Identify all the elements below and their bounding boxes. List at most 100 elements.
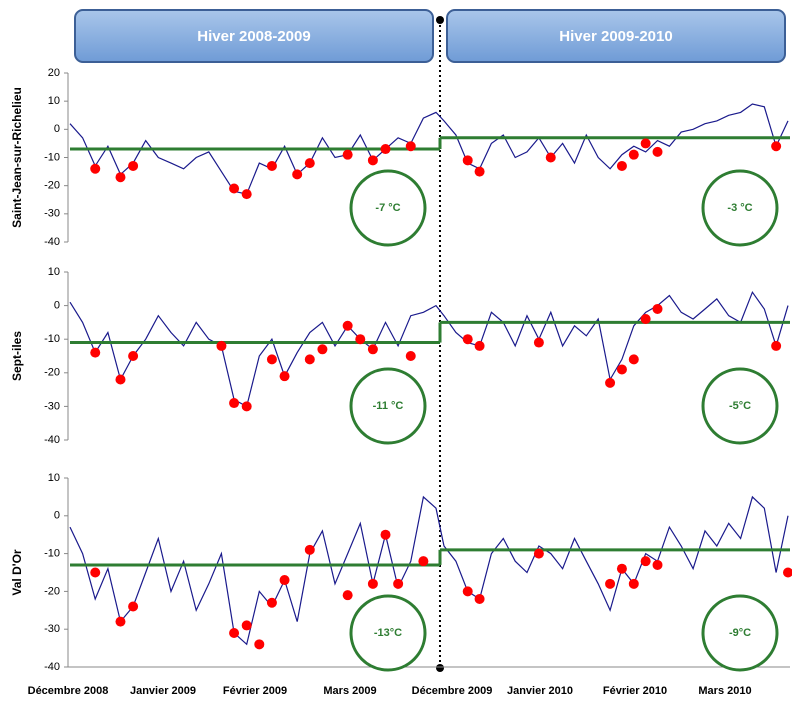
cold-day-dot (545, 152, 556, 163)
cold-day-dot (241, 620, 252, 631)
cold-day-dot (783, 567, 792, 578)
temperature-line (69, 103, 789, 195)
cold-day-dot (533, 337, 544, 348)
cold-day-dot (605, 377, 616, 388)
x-tick-label: Janvier 2009 (130, 685, 196, 697)
cold-day-dot (474, 340, 485, 351)
cold-day-dot (462, 155, 473, 166)
cold-day-dot (115, 616, 126, 627)
divider-end (436, 664, 444, 672)
cold-day-dot (405, 351, 416, 361)
cold-day-dot (90, 163, 101, 174)
cold-day-dot (367, 344, 378, 355)
cold-day-dot (462, 586, 473, 597)
y-tick-label: -30 (44, 208, 60, 220)
mean-label: -11 °C (373, 400, 404, 412)
x-tick-label: Février 2009 (223, 685, 287, 697)
cold-day-dot (628, 354, 639, 365)
y-tick-label: -10 (44, 151, 60, 163)
header-title: Hiver 2008-2009 (197, 28, 310, 45)
cold-day-dot (628, 578, 639, 589)
mean-circle (701, 169, 779, 247)
cold-day-dot (292, 169, 303, 180)
cold-day-dot (304, 544, 315, 555)
mean-label: -3 °C (727, 202, 752, 214)
cold-day-dot (317, 344, 328, 355)
cold-day-dot (771, 141, 782, 152)
x-tick-label: Janvier 2010 (507, 685, 573, 697)
cold-day-dot (616, 563, 627, 574)
y-tick-label: 20 (48, 67, 60, 79)
x-tick-label: Décembre 2008 (28, 685, 109, 697)
cold-day-dot (216, 340, 227, 351)
cold-day-dot (229, 398, 240, 409)
cold-day-dot (90, 347, 101, 358)
y-tick-label: -40 (44, 434, 60, 446)
cold-day-dot (616, 364, 627, 375)
mean-circle (349, 169, 427, 247)
y-tick-label: 0 (54, 510, 60, 522)
y-tick-label: -10 (44, 548, 60, 560)
divider-end (436, 16, 444, 24)
cold-day-dot (380, 144, 391, 155)
cold-day-dot (355, 334, 366, 345)
y-tick-label: -30 (44, 623, 60, 635)
cold-day-dot (304, 158, 315, 169)
cold-day-dot (128, 160, 139, 171)
cold-day-dot (266, 354, 277, 365)
y-tick-label: 0 (54, 300, 60, 312)
temperature-line (69, 290, 789, 408)
x-tick-label: Mars 2009 (323, 685, 376, 697)
cold-day-dot (342, 149, 353, 160)
y-axis-label: Val D'Or (10, 549, 24, 596)
cold-day-dot (342, 320, 353, 331)
cold-day-dot (90, 567, 101, 578)
cold-day-dot (241, 401, 252, 412)
y-tick-label: -20 (44, 367, 60, 379)
cold-day-dot (266, 160, 277, 171)
cold-day-dot (616, 160, 627, 171)
cold-day-dot (241, 189, 252, 200)
cold-day-dot (367, 155, 378, 166)
mean-label: -5°C (729, 400, 751, 412)
cold-day-dot (304, 354, 315, 365)
cold-day-dot (367, 578, 378, 589)
cold-day-dot (380, 529, 391, 540)
y-tick-label: -30 (44, 400, 60, 412)
cold-day-dot (279, 371, 290, 382)
cold-day-dot (605, 578, 616, 589)
mean-label: -13°C (374, 627, 402, 639)
cold-day-dot (640, 314, 651, 325)
cold-day-dot (229, 183, 240, 194)
y-tick-label: -20 (44, 585, 60, 597)
cold-day-dot (128, 601, 139, 612)
mean-circle (701, 594, 779, 672)
y-tick-label: 0 (54, 123, 60, 135)
cold-day-dot (128, 351, 139, 361)
cold-day-dot (115, 172, 126, 183)
x-tick-label: Mars 2010 (698, 685, 751, 697)
y-tick-label: -40 (44, 661, 60, 673)
x-tick-label: Décembre 2009 (412, 685, 493, 697)
mean-circle (349, 367, 427, 445)
header-title: Hiver 2009-2010 (559, 28, 672, 45)
cold-day-dot (254, 639, 265, 650)
mean-label: -9°C (729, 627, 751, 639)
cold-day-dot (652, 559, 663, 570)
cold-day-dot (474, 166, 485, 177)
cold-day-dot (628, 149, 639, 160)
temperature-line (69, 495, 789, 646)
y-tick-label: 10 (48, 95, 60, 107)
cold-day-dot (115, 374, 126, 385)
x-tick-label: Février 2010 (603, 685, 667, 697)
mean-label: -7 °C (375, 202, 400, 214)
cold-day-dot (266, 597, 277, 608)
cold-day-dot (474, 593, 485, 604)
cold-day-dot (640, 556, 651, 567)
y-axis-label: Sept-iles (10, 331, 24, 381)
cold-day-dot (229, 627, 240, 638)
y-tick-label: -40 (44, 236, 60, 248)
header-box (74, 9, 434, 63)
cold-day-dot (771, 340, 782, 351)
